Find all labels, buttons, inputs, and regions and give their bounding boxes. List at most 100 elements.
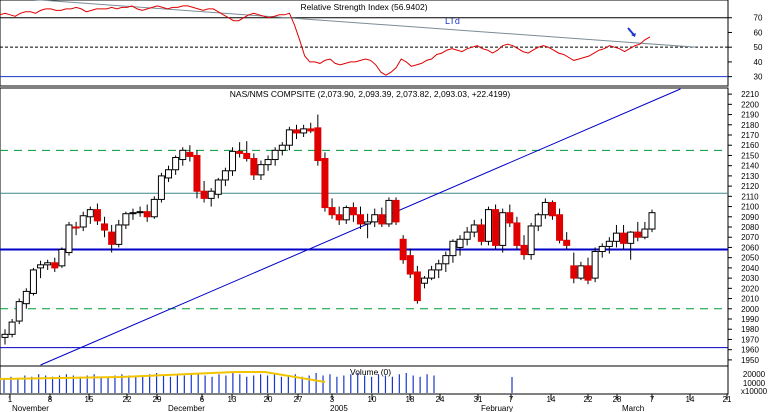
price-tick-label: 1960 — [741, 346, 759, 355]
price-tick-label: 2120 — [741, 182, 759, 191]
candle-body — [221, 170, 229, 181]
candle-body — [29, 269, 37, 294]
candle-body — [392, 199, 400, 223]
candle-body — [548, 201, 556, 217]
volume-tick-label: x10000 — [741, 387, 768, 396]
candlestick — [44, 259, 52, 270]
price-tick-label: 2070 — [741, 233, 759, 242]
candle-body — [86, 209, 94, 218]
candlestick — [627, 231, 635, 260]
candle-body — [65, 224, 73, 254]
x-tick-label: 7 — [509, 395, 514, 404]
candlestick — [641, 221, 649, 240]
candle-body — [93, 209, 101, 222]
candlestick — [264, 155, 272, 171]
candle-body — [8, 321, 16, 335]
rsi-tick-label: 50 — [754, 43, 763, 52]
rsi-y-axis: 70 60 50 40 30 — [728, 14, 763, 82]
candle-body — [556, 214, 564, 241]
price-tick-label: 2000 — [741, 305, 759, 314]
down-arrow-icon — [627, 27, 636, 37]
candlestick — [29, 267, 37, 296]
candlestick — [328, 198, 336, 219]
x-tick-label: 21 — [723, 395, 732, 404]
candlestick — [527, 222, 535, 260]
price-tick-label: 2100 — [741, 203, 759, 212]
candlestick — [58, 247, 66, 268]
price-tick-label: 2200 — [741, 100, 759, 109]
candlestick — [186, 145, 194, 162]
candle-body — [214, 179, 222, 195]
candle-body — [364, 221, 372, 225]
x-tick-label: 27 — [294, 395, 303, 404]
candlestick — [605, 237, 613, 254]
candle-body — [243, 152, 251, 160]
candlestick — [108, 224, 116, 253]
price-tick-label: 2140 — [741, 162, 759, 171]
candlestick — [428, 265, 436, 281]
candlestick — [492, 204, 500, 250]
candlesticks — [1, 114, 656, 345]
candle-body — [37, 264, 45, 269]
candlestick — [349, 202, 357, 222]
candle-body — [413, 271, 421, 302]
candle-body — [442, 255, 450, 265]
candle-body — [435, 263, 443, 271]
candlestick — [463, 227, 471, 246]
candlestick — [506, 204, 514, 227]
candlestick — [548, 200, 556, 220]
x-tick-label: 24 — [436, 395, 445, 404]
candle-body — [470, 224, 478, 233]
candle-body — [541, 201, 549, 216]
rsi-trendlines — [33, 0, 696, 48]
volume-title: Volume (0) — [350, 367, 391, 377]
candlestick — [86, 206, 94, 224]
candle-body — [314, 127, 322, 162]
candlestick — [591, 247, 599, 283]
candlestick — [93, 203, 101, 225]
candlestick — [477, 218, 485, 246]
candle-body — [122, 213, 130, 226]
candlestick — [456, 235, 464, 256]
candle-body — [321, 158, 329, 209]
price-tick-label: 1980 — [741, 325, 759, 334]
candle-body — [428, 269, 436, 279]
volume-ma-line — [0, 371, 326, 383]
price-tick-label: 2160 — [741, 141, 759, 150]
candle-body — [300, 128, 308, 134]
rsi-tick-label: 60 — [754, 28, 763, 37]
candle-body — [136, 211, 144, 214]
candle-body — [534, 214, 542, 227]
volume-moving-average — [0, 371, 326, 383]
candle-body — [285, 129, 293, 146]
price-panel — [0, 87, 729, 367]
candle-body — [463, 231, 471, 240]
candlestick — [449, 239, 457, 263]
candlestick — [65, 221, 73, 256]
price-tick-label: 2210 — [741, 90, 759, 99]
candle-body — [598, 245, 606, 253]
x-month-label: February — [481, 404, 513, 412]
candle-body — [620, 232, 628, 244]
x-tick-label: 14 — [547, 395, 556, 404]
candle-body — [378, 214, 386, 225]
candlestick — [129, 208, 137, 220]
candle-body — [456, 238, 464, 248]
candle-body — [15, 301, 23, 322]
candle-body — [328, 207, 336, 216]
candle-body — [165, 169, 173, 179]
candle-body — [584, 265, 592, 281]
candle-body — [349, 207, 357, 216]
volume-tick-label: 10000 — [743, 379, 766, 388]
candle-body — [342, 207, 350, 221]
price-tick-label: 2050 — [741, 254, 759, 263]
candle-body — [79, 215, 87, 228]
price-tick-label: 2010 — [741, 295, 759, 304]
candlestick — [214, 177, 222, 199]
price-tick-label: 2190 — [741, 111, 759, 120]
candle-body — [229, 150, 237, 172]
candle-body — [399, 238, 407, 261]
candle-body — [591, 251, 599, 279]
x-tick-label: 18 — [406, 395, 415, 404]
